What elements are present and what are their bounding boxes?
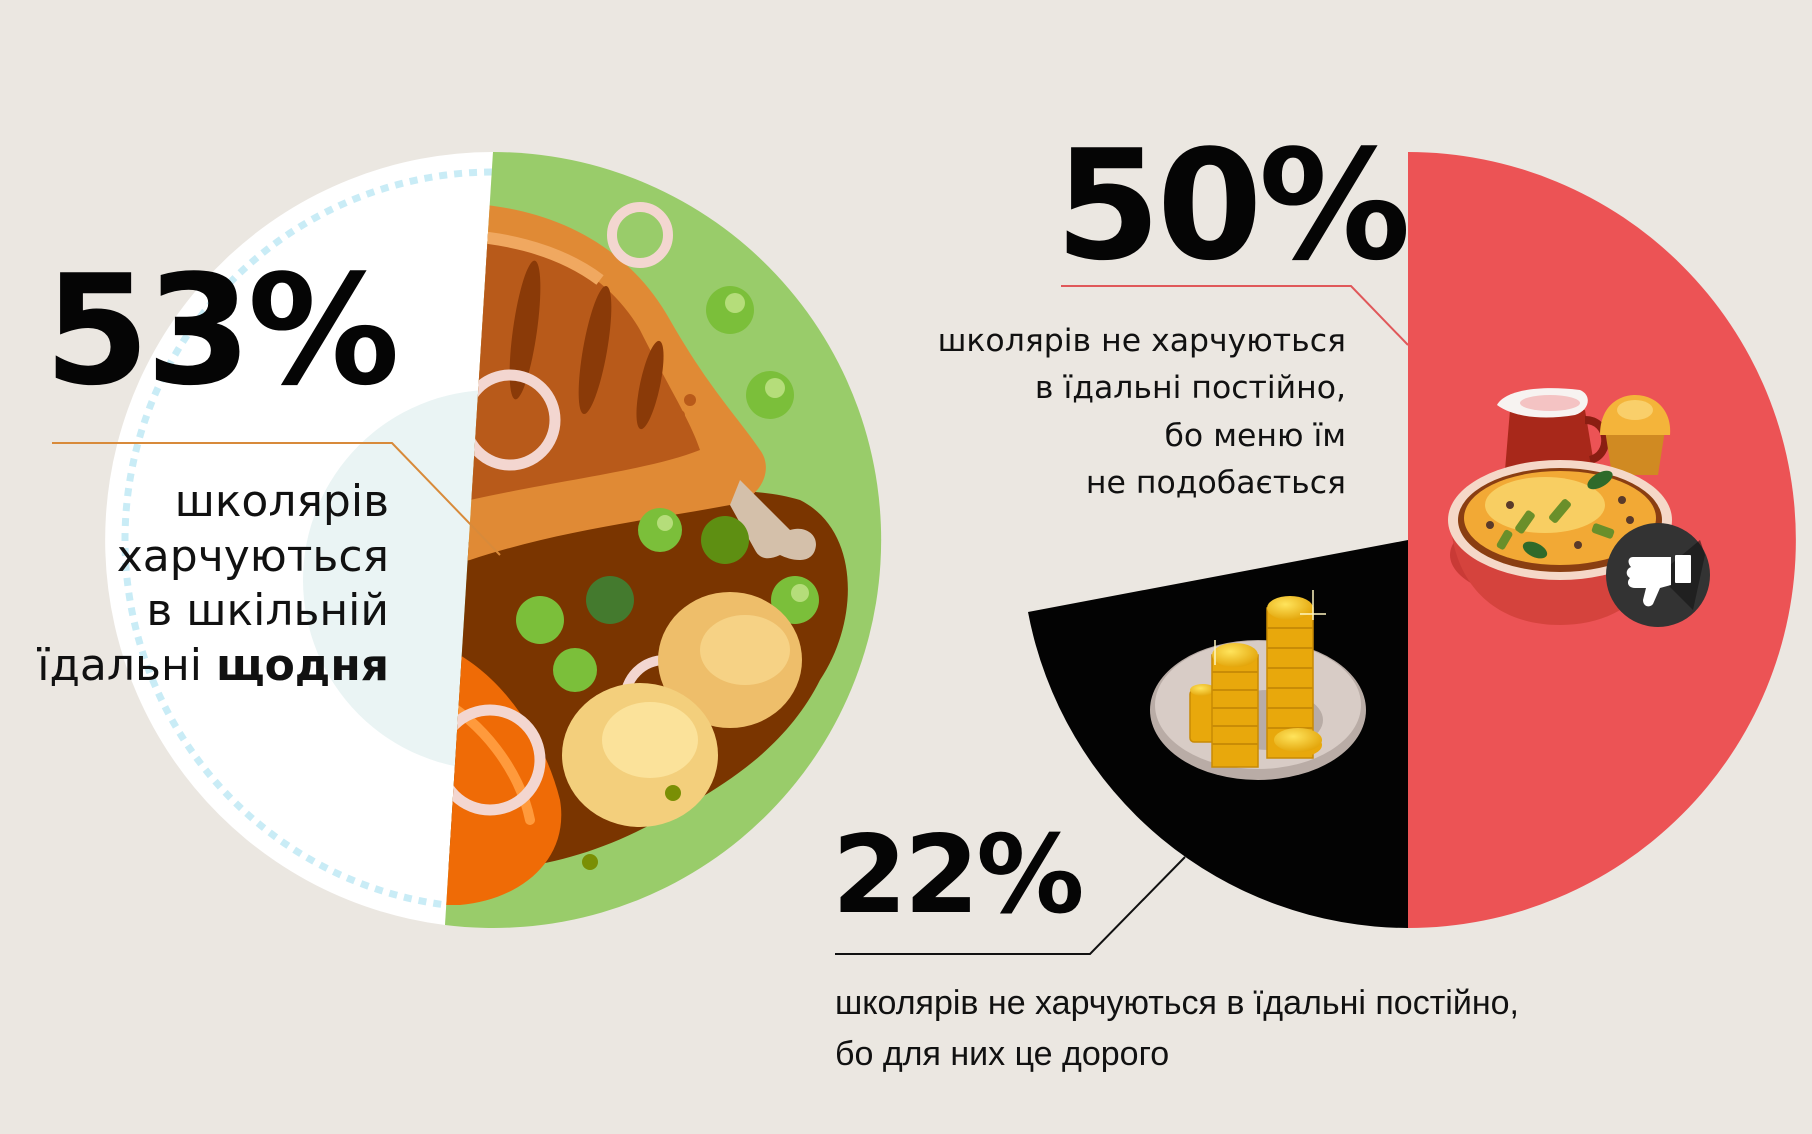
left-caption-line-3: в шкільній: [146, 585, 389, 637]
right-pie-chart: [835, 152, 1796, 955]
left-pie-chart: [52, 151, 882, 928]
right-top-caption-line-3: бо меню їм: [1164, 417, 1347, 454]
thumbs-down-icon: [1626, 555, 1691, 607]
right-top-caption-line-1: школярів не харчуються: [937, 323, 1346, 359]
left-percent-label: 53%: [44, 242, 400, 419]
right-bottom-caption-line-1: школярів не харчуються в їдальні постійн…: [835, 984, 1519, 1022]
leader-line-left: [52, 442, 501, 556]
left-caption: школярів харчуються в шкільній їдальні щ…: [0, 475, 389, 693]
leader-line-right-top: [1061, 285, 1409, 346]
right-bottom-caption-line-2: бо для них це дорого: [835, 1035, 1170, 1073]
right-top-percent-label: 50%: [1055, 117, 1411, 294]
right-bottom-caption: школярів не харчуються в їдальні постійн…: [835, 978, 1635, 1080]
right-top-caption: школярів не харчуються в їдальні постійн…: [886, 318, 1346, 507]
plate-of-gold-coins-icon: [1150, 590, 1366, 780]
plate-of-chicken-leg-peas-potatoes-icon: [445, 202, 848, 905]
left-caption-line-4-regular: їдальні: [37, 639, 216, 691]
left-caption-line-4: їдальні щодня: [0, 639, 389, 694]
left-caption-line-2: харчуються: [116, 530, 389, 582]
left-caption-emphasis: щодня: [215, 639, 389, 691]
white-slice-decor: [121, 168, 493, 912]
leader-line-right-bottom: [835, 856, 1186, 955]
thumbs-down-badge: [1606, 523, 1710, 627]
right-top-caption-line-4: не подобається: [1085, 464, 1346, 501]
right-top-caption-line-2: в їдальні постійно,: [1034, 370, 1346, 407]
left-caption-line-1: школярів: [174, 476, 389, 527]
right-bottom-percent-label: 22%: [832, 813, 1085, 938]
